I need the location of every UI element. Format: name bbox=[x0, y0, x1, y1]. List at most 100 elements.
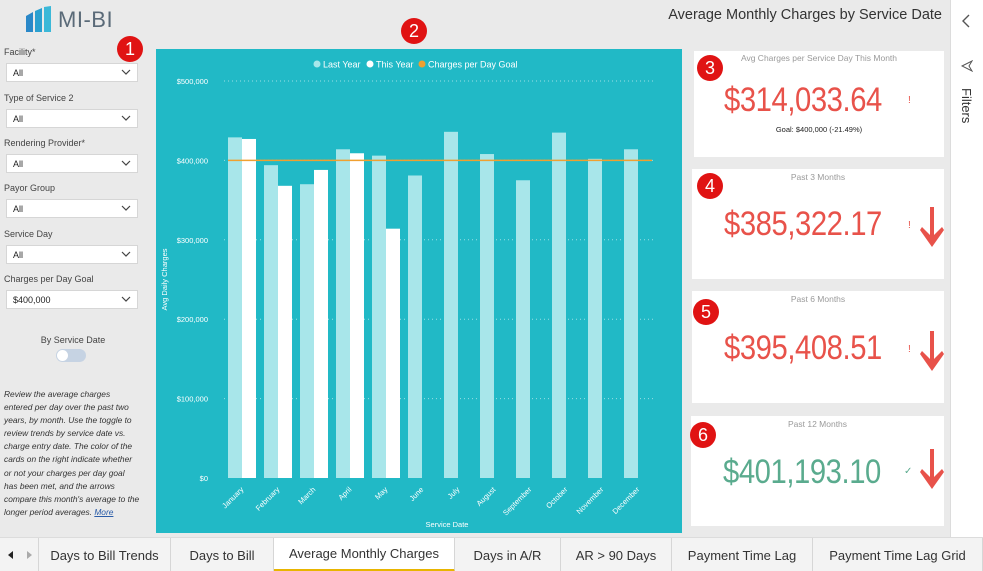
bar-this-year bbox=[278, 185, 292, 479]
service-day-dropdown[interactable]: All bbox=[6, 245, 138, 264]
bar-this-year bbox=[314, 169, 328, 478]
card-value: $395,408.51 bbox=[724, 329, 882, 367]
toggle-knob bbox=[57, 350, 68, 361]
tab-prev-icon[interactable] bbox=[2, 538, 20, 571]
legend-marker bbox=[418, 60, 426, 68]
slicer-value: All bbox=[13, 204, 24, 214]
slicer-type-of-service: Type of Service 2 All bbox=[4, 93, 140, 128]
tab-days-in-ar[interactable]: Days in A/R bbox=[455, 538, 561, 571]
bar-last-year bbox=[336, 149, 350, 478]
description-text: Review the average charges entered per d… bbox=[4, 388, 140, 519]
tab-payment-time-lag[interactable]: Payment Time Lag bbox=[672, 538, 813, 571]
tab-days-to-bill[interactable]: Days to Bill bbox=[171, 538, 274, 571]
arrow-down-icon bbox=[920, 207, 944, 247]
tab-ar-over-90-days[interactable]: AR > 90 Days bbox=[561, 538, 672, 571]
filters-pane[interactable]: Filters bbox=[950, 0, 983, 537]
report-title: Average Monthly Charges by Service Date bbox=[668, 7, 942, 23]
card-value: $401,193.10 bbox=[723, 453, 881, 491]
payor-group-dropdown[interactable]: All bbox=[6, 199, 138, 218]
type-of-service-dropdown[interactable]: All bbox=[6, 109, 138, 128]
tab-days-to-bill-trends[interactable]: Days to Bill Trends bbox=[38, 538, 171, 571]
x-tick-label: June bbox=[408, 485, 426, 503]
slicer-value: $400,000 bbox=[13, 295, 51, 305]
slicer-label: Facility* bbox=[4, 47, 36, 57]
slicer-facility: Facility* All bbox=[4, 47, 140, 82]
rendering-provider-dropdown[interactable]: All bbox=[6, 154, 138, 173]
chevron-left-icon[interactable] bbox=[961, 14, 971, 28]
legend-label: Last Year bbox=[323, 60, 361, 70]
card-goal: Goal: $400,000 (-21.49%) bbox=[775, 125, 863, 134]
bar-last-year bbox=[588, 158, 602, 478]
slicer-label: Charges per Day Goal bbox=[4, 274, 94, 284]
card-past-3-months: Past 3 Months $385,322.17 ! bbox=[692, 169, 944, 279]
check-indicator-icon: ✓ bbox=[904, 466, 913, 477]
slicer-rendering-provider: Rendering Provider* All bbox=[4, 138, 140, 173]
card-title: Past 12 Months bbox=[787, 419, 848, 429]
chevron-down-icon bbox=[121, 115, 131, 121]
bar-last-year bbox=[408, 175, 422, 478]
filter-funnel-icon bbox=[961, 60, 973, 72]
x-tick-label: September bbox=[501, 485, 534, 518]
chevron-down-icon bbox=[121, 69, 131, 75]
tab-average-monthly-charges[interactable]: Average Monthly Charges bbox=[274, 538, 455, 571]
slicer-service-day: Service Day All bbox=[4, 229, 140, 264]
callout-badge: 1 bbox=[117, 36, 143, 62]
chart-svg: $0 $100,000 $200,000 $300,000 $400,000 $500,0… bbox=[160, 60, 656, 529]
callout-badge: 4 bbox=[697, 173, 723, 199]
more-link[interactable]: More bbox=[94, 506, 114, 517]
arrow-down-icon bbox=[920, 331, 944, 371]
tab-payment-time-lag-grid[interactable]: Payment Time Lag Grid bbox=[813, 538, 983, 571]
chevron-down-icon bbox=[121, 205, 131, 211]
card-title: Avg Charges per Service Day This Month bbox=[740, 53, 898, 63]
y-tick-label: $100,000 bbox=[177, 395, 208, 404]
legend-label: Charges per Day Goal bbox=[428, 60, 518, 70]
chevron-down-icon bbox=[121, 296, 131, 302]
card-this-month: Avg Charges per Service Day This Month $… bbox=[694, 51, 944, 157]
y-tick-label: $400,000 bbox=[177, 156, 208, 165]
warning-indicator-icon: ! bbox=[908, 95, 911, 106]
service-date-toggle[interactable] bbox=[56, 349, 86, 362]
x-tick-label: November bbox=[575, 485, 606, 516]
warning-indicator-icon: ! bbox=[908, 220, 911, 231]
tab-next-icon[interactable] bbox=[20, 538, 38, 571]
filters-label: Filters bbox=[959, 88, 974, 124]
card-title: Past 6 Months bbox=[790, 294, 846, 304]
warning-indicator-icon: ! bbox=[908, 344, 911, 355]
slicer-label: Rendering Provider* bbox=[4, 138, 86, 148]
x-tick-label: October bbox=[544, 485, 570, 511]
charges-goal-dropdown[interactable]: $400,000 bbox=[6, 290, 138, 309]
x-tick-label: July bbox=[446, 485, 462, 501]
bar-last-year bbox=[516, 180, 530, 478]
card-value: $385,322.17 bbox=[724, 205, 882, 243]
y-tick-label: $200,000 bbox=[177, 315, 208, 324]
chevron-down-icon bbox=[121, 251, 131, 257]
slicer-label: Service Day bbox=[4, 229, 53, 239]
bar-last-year bbox=[480, 154, 494, 478]
logo-text: MI-BI bbox=[58, 7, 114, 32]
bar-last-year bbox=[444, 131, 458, 478]
card-title: Past 3 Months bbox=[790, 172, 846, 182]
x-axis-label: Service Date bbox=[426, 520, 469, 529]
legend-marker bbox=[366, 60, 374, 68]
x-tick-label: April bbox=[336, 485, 353, 502]
bar-last-year bbox=[624, 149, 638, 478]
callout-badge: 2 bbox=[401, 18, 427, 44]
page-tab-bar: Days to Bill Trends Days to Bill Average… bbox=[0, 537, 983, 571]
x-tick-label: February bbox=[254, 485, 282, 513]
card-past-6-months: Past 6 Months $395,408.51 ! bbox=[692, 291, 944, 403]
arrow-down-icon bbox=[920, 449, 944, 489]
facility-dropdown[interactable]: All bbox=[6, 63, 138, 82]
y-tick-label: $0 bbox=[200, 474, 208, 483]
slicer-value: All bbox=[13, 159, 24, 169]
logo-bars-icon bbox=[26, 6, 51, 32]
x-tick-label: May bbox=[373, 485, 390, 502]
x-tick-label: August bbox=[475, 484, 499, 508]
bar-this-year bbox=[386, 228, 400, 478]
legend-label: This Year bbox=[376, 60, 414, 70]
callout-badge: 5 bbox=[693, 299, 719, 325]
x-tick-label: December bbox=[611, 485, 642, 516]
bar-last-year bbox=[228, 137, 242, 478]
callout-badge: 3 bbox=[697, 55, 723, 81]
app-logo: MI-BI bbox=[24, 6, 113, 34]
